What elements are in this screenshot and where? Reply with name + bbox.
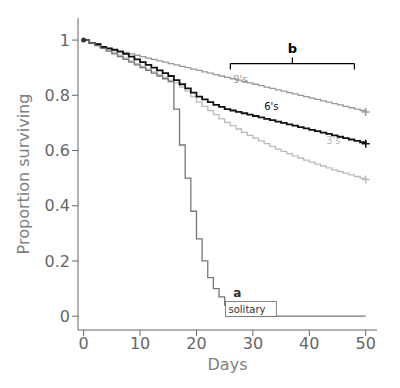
svg-text:0: 0 xyxy=(60,307,70,326)
svg-text:b: b xyxy=(288,41,297,56)
svg-text:3's: 3's xyxy=(326,135,340,146)
svg-text:1: 1 xyxy=(60,31,70,50)
svg-text:9's: 9's xyxy=(233,74,247,85)
svg-text:0.8: 0.8 xyxy=(45,86,70,105)
svg-text:20: 20 xyxy=(186,334,206,353)
svg-text:6's: 6's xyxy=(264,101,278,112)
svg-text:0.6: 0.6 xyxy=(45,141,70,160)
svg-text:a: a xyxy=(233,286,241,300)
svg-text:0.2: 0.2 xyxy=(45,252,70,271)
svg-text:30: 30 xyxy=(243,334,263,353)
svg-text:Proportion surviving: Proportion surviving xyxy=(14,94,33,255)
svg-text:0.4: 0.4 xyxy=(45,196,70,215)
svg-text:0: 0 xyxy=(79,334,89,353)
svg-text:10: 10 xyxy=(130,334,150,353)
svg-text:Days: Days xyxy=(208,355,248,374)
svg-text:solitary: solitary xyxy=(229,304,266,315)
svg-text:40: 40 xyxy=(299,334,319,353)
svg-text:50: 50 xyxy=(356,334,376,353)
